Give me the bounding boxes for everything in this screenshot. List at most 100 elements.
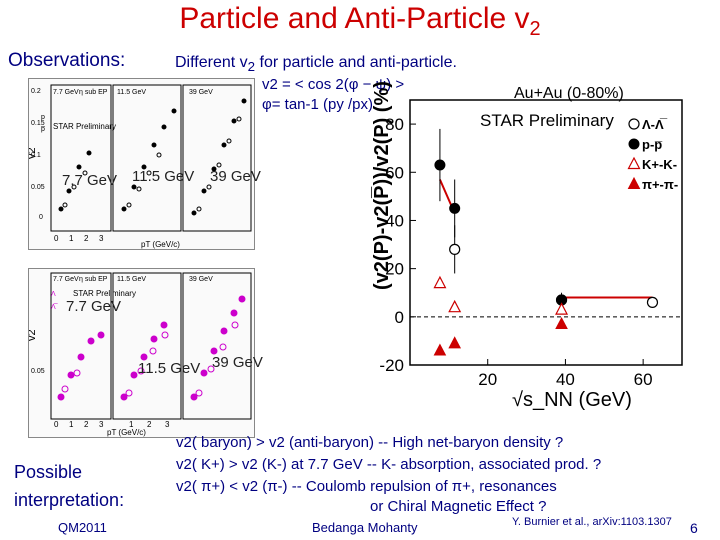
top-legend-p: p: [41, 114, 45, 121]
bottom-xtick-3: 3: [99, 420, 104, 429]
main-chart-ylabel: (v2(P)-v2(P̅))/v2(P) (%): [371, 81, 393, 290]
bottom-ytick: 0.05: [31, 368, 45, 375]
bottom-frame-1: [50, 272, 112, 420]
top-head-4: 39 GeV: [189, 89, 213, 96]
bottom-xlabel: pT (GeV/c): [107, 428, 146, 437]
possible-interpretation: Possible interpretation:: [14, 462, 125, 510]
bottom-xtick-4: 1: [129, 420, 134, 429]
main-chart-legend: Λ-Λ̅ p-p̅ K+-K-π+-π-: [627, 117, 678, 192]
point-0-2: [646, 296, 659, 308]
ytick-label-1: 0: [395, 308, 404, 327]
top-legend-pbar: p̅: [40, 126, 46, 133]
conclusion-1: v2( baryon) > v2 (anti-baryon) -- High n…: [176, 434, 564, 451]
conclusion-4: or Chiral Magnetic Effect ?: [370, 498, 547, 515]
bottom-points: [57, 295, 246, 401]
point-2-2: [555, 302, 569, 315]
top-ytick-3: 0.05: [31, 184, 45, 191]
main-chart: (v2(P)-v2(P̅))/v2(P) (%) Au+Au (0-80%) S…: [371, 81, 683, 411]
bottom-xtick-0: 0: [54, 420, 59, 429]
conclusion-3: v2( π+) < v2 (π-) -- Coulomb repulsion o…: [176, 478, 557, 495]
bottom-xtick-2: 2: [84, 420, 89, 429]
point-3-1: [448, 336, 462, 349]
observations-label: Observations:: [8, 50, 126, 71]
ytick-label-4: 60: [385, 163, 404, 182]
top-ytick-0: 0.2: [31, 88, 41, 95]
legend-label-2: K+-K-: [642, 157, 677, 172]
bottom-xtick-6: 3: [165, 420, 170, 429]
point-0-0: [449, 243, 461, 255]
top-ylabel: v2: [29, 147, 38, 159]
main-chart-axes: -20 0 20 40 60 80 20 40 60: [379, 99, 683, 389]
point-3-2: [555, 316, 568, 330]
point-2-0: [433, 275, 447, 289]
bottom-frame-3: [182, 272, 252, 420]
bottom-label-7.7: 7.7 GeV: [66, 298, 122, 315]
phi-equation: φ= tan-1 (py /px): [262, 96, 374, 113]
page-number: 6: [690, 520, 698, 536]
bottom-star-prelim: STAR Preliminary: [73, 289, 136, 298]
bottom-head-2: η sub EP: [79, 276, 108, 283]
bottom-ylabel: v2: [29, 329, 38, 341]
point-1-0: [434, 159, 446, 171]
bottom-v2-svg: 7.7 GeV η sub EP 11.5 GeV 39 GeV STAR Pr…: [29, 272, 252, 437]
point-3-0: [433, 343, 447, 356]
legend-label-1: p-p̅: [642, 137, 663, 152]
footer-ref: Y. Burnier et al., arXiv:1103.1307: [512, 516, 672, 528]
legend-marker-1: [628, 138, 640, 150]
legend-marker-2: [627, 156, 641, 170]
xtick-label-1: 40: [556, 370, 575, 389]
top-v2-svg: 7.7 GeV η sub EP 11.5 GeV 39 GeV STAR Pr…: [29, 84, 252, 249]
bottom-label-11.5: 11.5 GeV: [138, 360, 201, 377]
conclusion-2: v2( K+) > v2 (K-) at 7.7 GeV -- K- absor…: [176, 456, 602, 473]
top-head-1: 7.7 GeV: [53, 89, 79, 96]
bottom-v2-panels: 7.7 GeV η sub EP 11.5 GeV 39 GeV STAR Pr…: [28, 268, 255, 438]
bottom-frame-2: [112, 272, 182, 420]
ytick-label-3: 40: [385, 211, 404, 230]
top-ytick-2: 0.1: [31, 152, 41, 159]
bottom-label-39: 39 GeV: [212, 354, 263, 371]
top-label-39: 39 GeV: [210, 168, 261, 185]
v2-equation: v2 = < cos 2(φ − ψ) >: [262, 76, 405, 93]
main-chart-title: Au+Au (0-80%): [514, 85, 624, 102]
footer-center: Bedanga Mohanty: [312, 520, 418, 535]
main-chart-annotation: STAR Preliminary: [480, 111, 614, 130]
point-2-1: [448, 299, 462, 313]
xtick-label-2: 60: [634, 370, 653, 389]
top-head-2: η sub EP: [79, 89, 108, 96]
bottom-head-4: 39 GeV: [189, 276, 213, 283]
top-xtick-2: 2: [84, 234, 89, 243]
xtick-label-0: 20: [478, 370, 497, 389]
legend-label-0: Λ-Λ̅: [642, 117, 668, 132]
footer-left: QM2011: [58, 520, 107, 535]
top-head-3: 11.5 GeV: [117, 89, 146, 96]
top-xtick-1: 1: [69, 234, 74, 243]
top-v2-panels: 7.7 GeV η sub EP 11.5 GeV 39 GeV STAR Pr…: [28, 78, 255, 250]
bottom-xtick-5: 2: [147, 420, 152, 429]
bottom-legend-lambdabar: Λ̅: [51, 303, 59, 311]
top-xlabel: pT (GeV/c): [141, 240, 180, 249]
legend-marker-0: [628, 118, 640, 130]
legend-label-3: π+-π-: [642, 177, 678, 192]
legend-marker-3: [627, 176, 641, 189]
slide-title: Particle and Anti-Particle v2: [179, 2, 541, 40]
plot-frame: [409, 99, 683, 366]
top-star-prelim: STAR Preliminary: [53, 122, 116, 131]
bottom-head-1: 7.7 GeV: [53, 276, 79, 283]
main-chart-xlabel: √s_NN (GeV): [512, 389, 632, 411]
top-xtick-3: 3: [99, 234, 104, 243]
ytick-label-2: 20: [385, 260, 404, 279]
ytick-label-5: 80: [385, 115, 404, 134]
ytick-label-0: -20: [379, 356, 404, 375]
top-label-7.7: 7.7 GeV: [62, 172, 118, 189]
top-ytick-4: 0: [39, 214, 43, 221]
bottom-head-3: 11.5 GeV: [117, 276, 146, 283]
top-points: [58, 98, 247, 216]
top-frame-2: [112, 84, 182, 232]
top-frame-3: [182, 84, 252, 232]
top-ytick-1: 0.15: [31, 120, 45, 127]
bottom-xtick-1: 1: [69, 420, 74, 429]
main-chart-marks: [433, 128, 659, 356]
point-1-1: [449, 202, 461, 214]
top-frame-1: [50, 84, 112, 232]
top-xtick-0: 0: [54, 234, 59, 243]
